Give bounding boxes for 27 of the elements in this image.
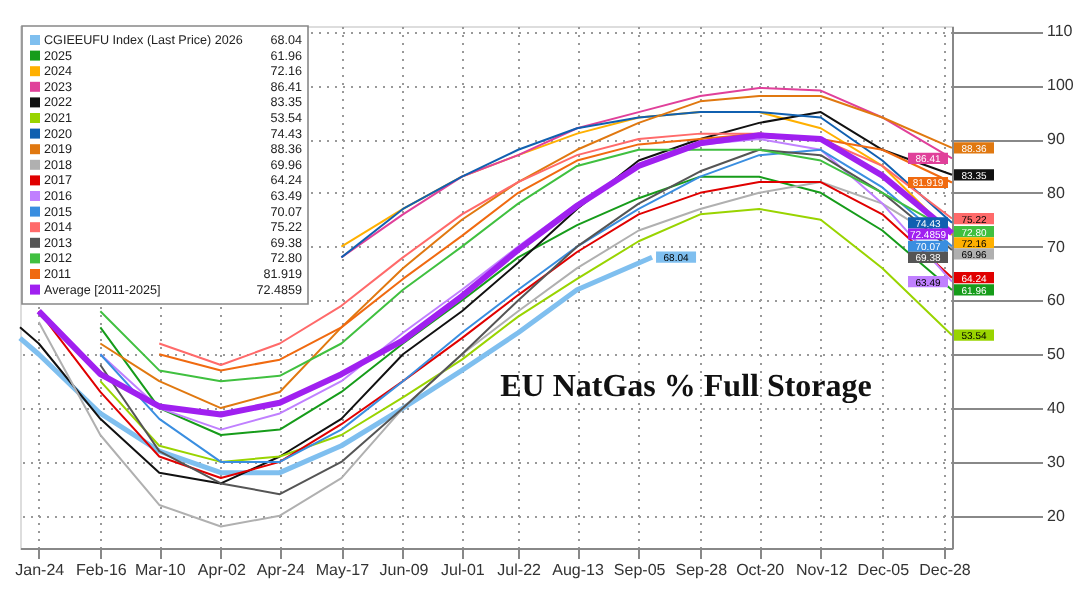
x-tick-label: Jun-09	[379, 561, 430, 579]
y-tick-label: 90	[1047, 130, 1066, 149]
x-tick-label: Jul-01	[441, 561, 486, 579]
y-tick-label: 50	[1047, 345, 1066, 364]
y-tick-label: 20	[1047, 506, 1066, 525]
y-tick-label: 80	[1047, 183, 1066, 202]
y-tick-label: 110	[1047, 22, 1074, 41]
x-tick-label: Apr-02	[197, 561, 247, 579]
y-tick-label: 70	[1047, 237, 1066, 256]
x-tick-label: Feb-16	[75, 561, 128, 579]
annotation: EU NatGas % Full Storage	[500, 370, 872, 404]
y-tick-label: 100	[1047, 76, 1075, 95]
x-tick-label: May-17	[315, 561, 371, 579]
x-tick-label: Jul-22	[497, 561, 543, 579]
x-tick-label: Jan-24	[15, 561, 66, 579]
x-tick-label: Dec-28	[919, 561, 972, 579]
x-tick-label: Nov-12	[795, 561, 849, 579]
x-tick-label: Dec-05	[857, 561, 911, 579]
x-tick-label: Oct-20	[736, 561, 786, 579]
x-tick-label: Sep-28	[675, 561, 729, 579]
x-tick-label: Aug-13	[552, 561, 605, 579]
x-tick-label: Apr-24	[256, 561, 306, 579]
y-tick-label: 60	[1047, 291, 1066, 310]
x-tick-label: Sep-05	[613, 561, 667, 579]
y-tick-label: 30	[1047, 452, 1066, 471]
x-tick-label: Mar-10	[134, 561, 187, 579]
y-tick-label: 40	[1047, 399, 1066, 418]
